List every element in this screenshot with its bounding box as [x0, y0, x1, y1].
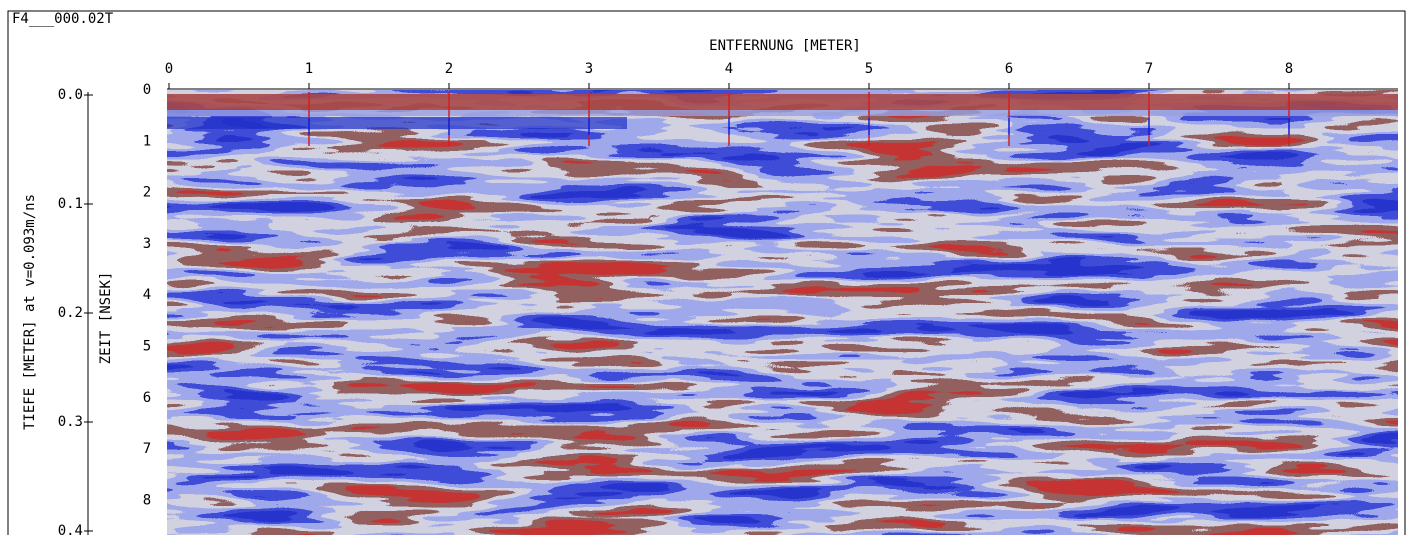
y2-axis-label: TIEFE [METER] at v=0.093m/ns [22, 194, 38, 430]
x-tick-label: 8 [1285, 61, 1293, 77]
x-tick-label: 3 [585, 61, 593, 77]
y-tick-label: 5 [143, 339, 151, 355]
y-tick-label: 1 [143, 133, 151, 149]
y-tick-label: 3 [143, 236, 151, 252]
y2-tick-label: 0.1 [58, 196, 83, 212]
direct-wave-band [167, 110, 1398, 116]
y-tick-label: 7 [143, 441, 151, 457]
y-tick-label: 2 [143, 185, 151, 201]
x-tick-label: 7 [1145, 61, 1153, 77]
x-tick-label: 4 [725, 61, 733, 77]
x-tick-label: 1 [305, 61, 313, 77]
y-tick-label: 6 [143, 390, 151, 406]
y2-tick-label: 0.2 [58, 305, 83, 321]
y-tick-label: 4 [143, 287, 151, 303]
reflection-band [167, 117, 627, 129]
y-tick-label: 0 [143, 82, 151, 98]
x-tick-label: 0 [165, 61, 173, 77]
y2-tick-label: 0.4 [58, 523, 83, 535]
x-tick-label: 5 [865, 61, 873, 77]
y-tick-label: 8 [143, 492, 151, 508]
radargram-texture [167, 90, 1398, 535]
x-axis-label: ENTFERNUNG [METER] [709, 38, 861, 54]
y2-tick-label: 0.0 [58, 87, 83, 103]
y2-tick-label: 0.3 [58, 414, 83, 430]
y-axis-label: ZEIT [NSEK] [98, 272, 114, 365]
radargram [167, 90, 1398, 535]
direct-wave-band [167, 94, 1398, 110]
x-tick-label: 2 [445, 61, 453, 77]
x-tick-label: 6 [1005, 61, 1013, 77]
chart-title: F4___000.02T [12, 11, 114, 27]
chart: F4___000.02T ENTFERNUNG [METER] ZEIT [NS… [0, 0, 1412, 535]
